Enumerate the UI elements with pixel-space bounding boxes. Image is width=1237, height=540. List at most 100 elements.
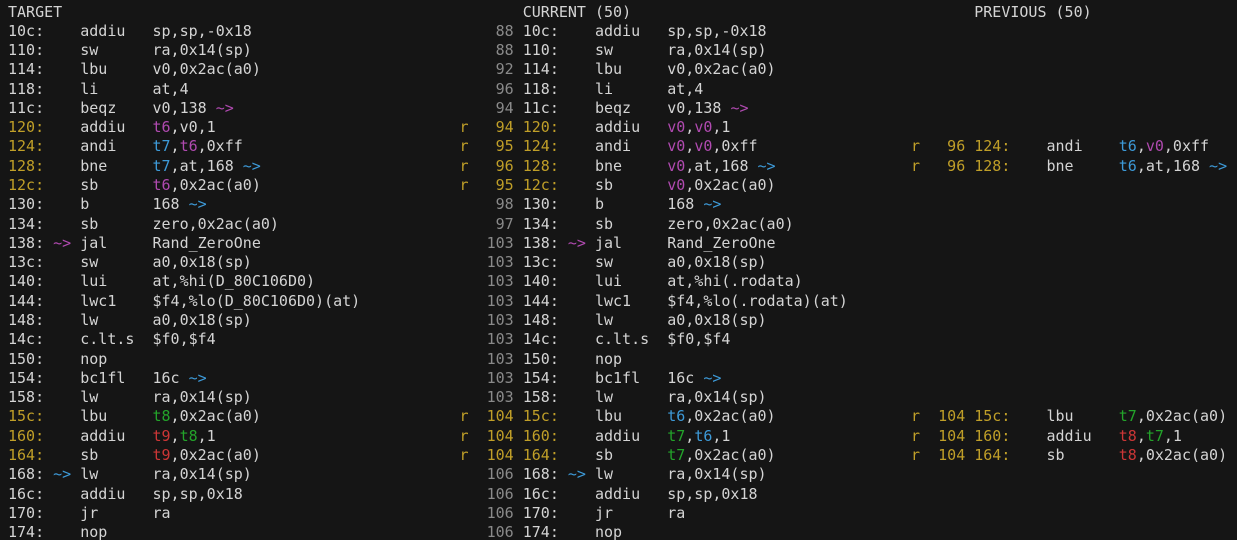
asm-token: at,4 xyxy=(667,79,704,98)
asm-token: ,0xff xyxy=(1163,137,1210,156)
asm-token: ra,0x14(sp) xyxy=(152,41,252,60)
asm-token: bc1fl xyxy=(80,368,126,387)
asm-token: a0,0x18(sp) xyxy=(152,311,252,330)
asm-token: ra,0x14(sp) xyxy=(667,465,767,484)
asm-token: lw xyxy=(594,465,614,484)
regalloc-diff-marker: r xyxy=(459,176,469,195)
asm-token: 104 xyxy=(938,426,966,445)
asm-token: 103 xyxy=(486,253,514,272)
asm-token: 92 xyxy=(495,60,514,79)
asm-token: 130: xyxy=(522,195,559,214)
asm-token: ra,0x14(sp) xyxy=(667,41,767,60)
asm-token: 103 xyxy=(486,349,514,368)
asm-row: 130: b 168 ~> 98 130: b 168 ~> xyxy=(0,195,1237,215)
asm-token: 134: xyxy=(522,214,559,233)
asm-token: addiu xyxy=(80,484,126,503)
asm-token: ,at,168 xyxy=(170,156,234,175)
asm-token: 110: xyxy=(522,41,559,60)
asm-token: addiu xyxy=(594,118,641,137)
asm-token: ,0x2ac(a0) xyxy=(170,446,261,465)
asm-token: 13c: xyxy=(522,253,559,272)
asm-token: 144: xyxy=(8,291,45,310)
regalloc-diff-marker: r xyxy=(911,407,921,426)
asm-token: 168 xyxy=(152,195,180,214)
branch-arrow-icon: ~> xyxy=(215,98,234,117)
asm-token: li xyxy=(594,79,614,98)
asm-token: b xyxy=(80,195,90,214)
branch-arrow-icon: ~> xyxy=(53,233,72,252)
asm-token: 97 xyxy=(495,214,514,233)
asm-token: ra xyxy=(667,503,686,522)
asm-token: 12c: xyxy=(522,176,559,195)
asm-token: beqz xyxy=(80,98,117,117)
asm-token: sb xyxy=(594,176,614,195)
asm-token: ra,0x14(sp) xyxy=(667,388,767,407)
asm-row: 114: lbu v0,0x2ac(a0) 92 114: lbu v0,0x2ac(a0) xyxy=(0,60,1237,80)
asm-token: v0 xyxy=(667,137,686,156)
asm-token: jal xyxy=(80,233,108,252)
asm-token: ,0x2ac(a0) xyxy=(1136,446,1228,465)
asm-token: 118: xyxy=(522,79,559,98)
column-header: PREVIOUS (50) xyxy=(974,2,1092,21)
asm-token: 158: xyxy=(8,388,45,407)
asm-token: 164: xyxy=(974,446,1011,465)
asm-token: ,at,168 xyxy=(685,156,749,175)
asm-token: 11c: xyxy=(8,98,45,117)
asm-token: , xyxy=(170,426,180,445)
asm-token: sb xyxy=(80,446,99,465)
asm-token: v0 xyxy=(1145,137,1164,156)
asm-token: 168: xyxy=(522,465,559,484)
asm-token: sw xyxy=(80,253,99,272)
asm-token: addiu xyxy=(80,118,126,137)
asm-token: 140: xyxy=(522,272,559,291)
asm-token: v0,138 xyxy=(152,98,207,117)
asm-token: 16c: xyxy=(8,484,45,503)
asm-token: t8 xyxy=(1118,426,1137,445)
asm-token: sb xyxy=(80,176,99,195)
asm-token: 95 xyxy=(495,137,514,156)
asm-token: 174: xyxy=(8,523,45,540)
asm-token: andi xyxy=(594,137,632,156)
asm-token: bc1fl xyxy=(594,368,641,387)
asm-token: 104 xyxy=(486,446,514,465)
asm-token: v0,0x2ac(a0) xyxy=(667,60,776,79)
asm-token: 15c: xyxy=(8,407,45,426)
asm-token: lwc1 xyxy=(80,291,117,310)
asm-token: t8 xyxy=(179,426,198,445)
asm-token: andi xyxy=(1046,137,1083,156)
asm-token: 106 xyxy=(486,523,514,540)
asm-token: t7 xyxy=(667,426,686,445)
asm-token: bne xyxy=(80,156,108,175)
asm-token: lbu xyxy=(594,60,623,79)
regalloc-diff-marker: r xyxy=(911,426,921,445)
asm-token: 150: xyxy=(8,349,45,368)
asm-token: 106 xyxy=(486,484,514,503)
column-headers-row: TARGET CURRENT (50) PREVIOUS (50) xyxy=(0,3,1237,23)
asm-token: v0,0x2ac(a0) xyxy=(152,60,261,79)
branch-arrow-icon: ~> xyxy=(757,156,776,175)
regalloc-diff-marker: r xyxy=(459,446,469,465)
asm-token: addiu xyxy=(594,21,641,40)
asm-token: v0 xyxy=(667,176,686,195)
asm-token: 16c: xyxy=(522,484,559,503)
asm-row: 15c: lbu t8,0x2ac(a0) r 104 15c: lbu t6,0x2ac(a… xyxy=(0,407,1237,427)
asm-token: c.lt.s xyxy=(594,330,650,349)
asm-token: 103 xyxy=(486,330,514,349)
asm-token: lw xyxy=(80,311,99,330)
asm-token: 103 xyxy=(486,311,514,330)
asm-token: 14c: xyxy=(522,330,559,349)
column-header: CURRENT (50) xyxy=(522,2,632,21)
asm-token: 103 xyxy=(486,368,514,387)
asm-token: addiu xyxy=(80,21,126,40)
asm-token: 118: xyxy=(8,79,45,98)
asm-token: b xyxy=(594,195,604,214)
asm-row: 144: lwc1 $f4,%lo(D_80C106D0)(at) 103 144: lw… xyxy=(0,292,1237,312)
asm-token: 164: xyxy=(8,446,45,465)
branch-arrow-icon: ~> xyxy=(703,195,722,214)
asm-row: 168: ~> lw ra,0x14(sp) 106 168: ~> lw ra,0x14(sp… xyxy=(0,465,1237,485)
asm-token: 114: xyxy=(8,60,45,79)
asm-token: 128: xyxy=(8,156,45,175)
asm-token: 160: xyxy=(522,426,559,445)
asm-token: ,0x2ac(a0) xyxy=(685,446,776,465)
asm-token: t6 xyxy=(1118,137,1137,156)
